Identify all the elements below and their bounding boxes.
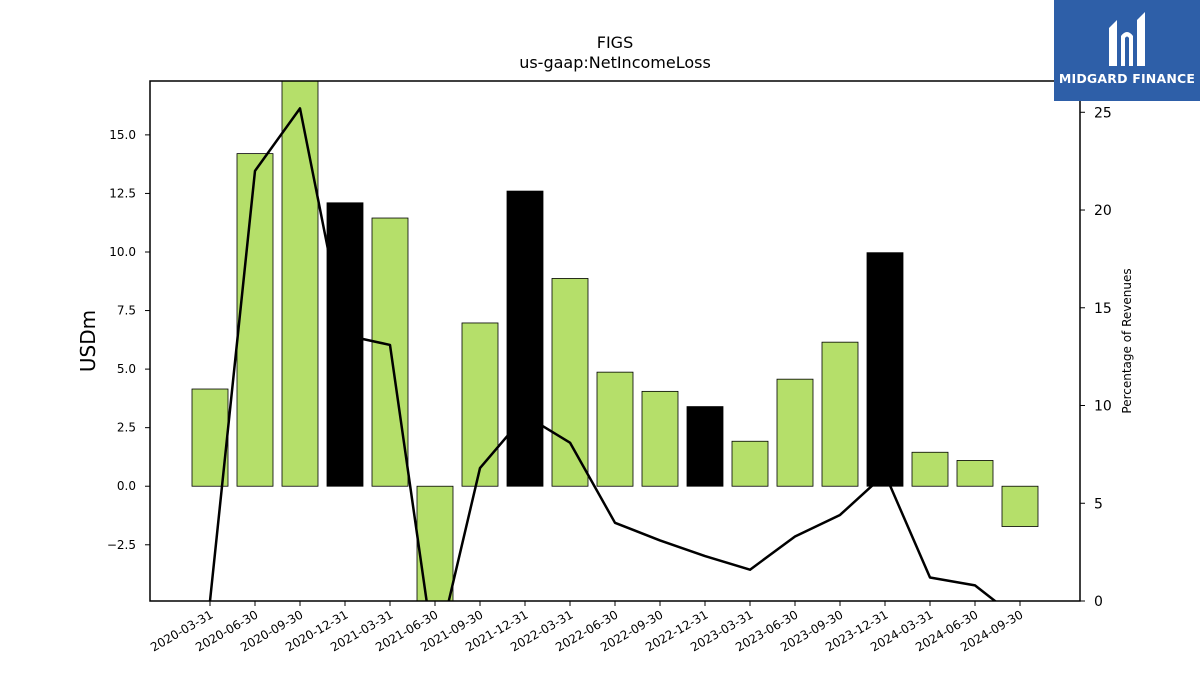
bar-2023-06-30 [776, 378, 814, 487]
percentage-line [208, 107, 998, 601]
bar-2020-12-31 [326, 202, 364, 487]
logo-mark-icon [1109, 12, 1145, 66]
y-tick-label: 7.5 [117, 304, 136, 318]
y-axis-label: USDm [76, 310, 100, 372]
y-tick-label: −2.5 [107, 538, 136, 552]
y2-tick-label: 25 [1094, 105, 1112, 121]
bar-2023-12-31 [866, 252, 904, 487]
brand-logo: MIDGARD FINANCE [1054, 0, 1200, 101]
y-tick-label: 0.0 [117, 479, 136, 493]
chart-title: FIGS [597, 33, 633, 52]
y2-tick-label: 20 [1094, 203, 1112, 219]
bar-2020-06-30 [236, 153, 274, 487]
bar-2021-06-30 [416, 485, 454, 601]
bar-2022-12-31 [686, 406, 724, 487]
bar-2023-09-30 [821, 341, 859, 487]
bar-2021-12-31 [506, 190, 544, 487]
plot-area: −2.50.02.55.07.510.012.515.0051015202520… [107, 80, 1112, 654]
y-tick-label: 12.5 [109, 186, 136, 200]
logo-text: MIDGARD FINANCE [1058, 71, 1196, 86]
y-tick-label: 2.5 [117, 421, 136, 435]
bar-2023-03-31 [731, 440, 769, 487]
bar-2022-09-30 [641, 390, 679, 487]
line-series-group [208, 107, 998, 601]
y2-tick-label: 10 [1094, 399, 1112, 415]
y-tick-label: 10.0 [109, 245, 136, 259]
bar-2022-03-31 [551, 278, 589, 487]
bar-2021-09-30 [461, 322, 499, 487]
bar-2024-09-30 [1001, 485, 1039, 527]
chart-subtitle: us-gaap:NetIncomeLoss [519, 53, 711, 72]
y2-tick-label: 5 [1094, 496, 1103, 512]
y-tick-label: 15.0 [109, 128, 136, 142]
y-tick-label: 5.0 [117, 362, 136, 376]
bar-series [191, 81, 1039, 601]
y2-axis-label: Percentage of Revenues [1120, 268, 1134, 413]
bar-2024-06-30 [956, 460, 994, 487]
y2-tick-label: 15 [1094, 301, 1112, 317]
bar-2020-09-30 [281, 81, 319, 487]
bar-2024-03-31 [911, 451, 949, 487]
bar-2020-03-31 [191, 388, 229, 487]
y2-tick-label: 0 [1094, 594, 1103, 610]
bar-2022-06-30 [596, 371, 634, 487]
